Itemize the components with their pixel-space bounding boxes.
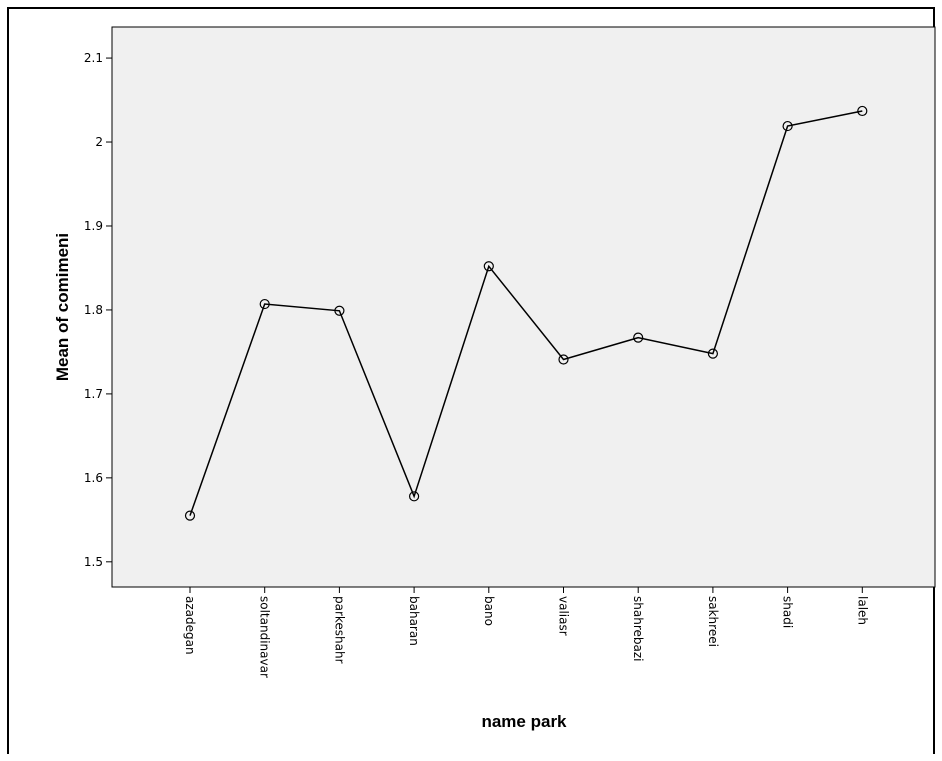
y-axis: 1.5 1.6 1.7 1.8 1.9 2 2.1 xyxy=(84,51,112,569)
x-tick-label: parkeshahr xyxy=(332,596,346,664)
x-tick-label: laleh xyxy=(855,596,869,625)
data-point xyxy=(409,491,420,502)
y-tick-label: 1.8 xyxy=(84,303,103,317)
series-line xyxy=(189,110,863,516)
plot-area xyxy=(111,26,936,588)
x-tick-label: shadi xyxy=(781,596,795,628)
x-tick-label: soltandinavar xyxy=(258,596,272,678)
y-tick-label: 1.9 xyxy=(84,219,103,233)
x-tick-label: shahrebazi xyxy=(631,596,645,661)
data-point xyxy=(184,510,196,521)
data-point xyxy=(857,105,868,117)
x-tick-label: sakhreei xyxy=(706,596,720,647)
y-tick-label: 1.6 xyxy=(84,471,103,485)
x-tick-label: valiasr xyxy=(557,596,571,636)
data-point xyxy=(782,120,793,132)
data-point xyxy=(483,261,494,272)
y-tick-label: 2 xyxy=(95,135,103,149)
y-tick-label: 1.5 xyxy=(84,555,103,569)
y-tick-label: 2.1 xyxy=(84,51,103,65)
data-point xyxy=(558,354,569,365)
data-point xyxy=(334,305,345,316)
x-tick-label: baharan xyxy=(407,596,421,646)
data-points xyxy=(184,105,868,521)
x-axis-title: name park xyxy=(481,712,567,731)
x-tick-label: azadegan xyxy=(183,596,197,655)
data-point xyxy=(633,332,644,343)
y-tick-label: 1.7 xyxy=(84,387,103,401)
x-tick-label: bano xyxy=(482,596,496,626)
y-axis-title: Mean of comimeni xyxy=(53,233,72,381)
x-axis: azadegan soltandinavar parkeshahr baharan ba… xyxy=(183,587,869,678)
data-point xyxy=(707,348,719,359)
data-point xyxy=(259,298,270,310)
